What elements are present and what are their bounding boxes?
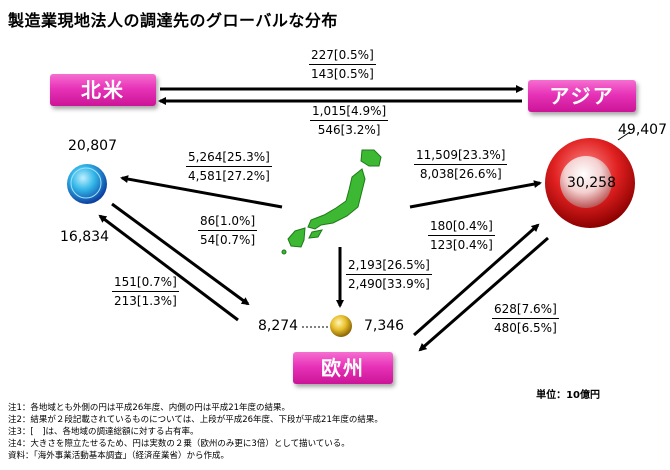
arrow-japan-to-asia: [409, 180, 542, 209]
unit-label: 単位：10億円: [536, 390, 600, 401]
flow-japan-to-na: 5,264[25.3%] 4,581[27.2%]: [186, 150, 272, 184]
na-circle-outer: [67, 164, 107, 204]
asia-value-2009: 30,258: [567, 175, 616, 191]
flow-value-2009: 2,490[33.9%]: [348, 277, 430, 291]
asia-leader: [617, 131, 631, 141]
japan-map-icon: [281, 149, 382, 255]
flow-value-2014: 227[0.5%]: [309, 48, 376, 65]
flow-value-2009: 54[0.7%]: [200, 233, 256, 247]
flow-value-2014: 11,509[23.3%]: [414, 148, 508, 165]
flow-value-2014: 86[1.0%]: [198, 214, 258, 231]
footnote-3: 注3：[ ]は、各地域の調達総額に対する占有率。: [8, 427, 199, 437]
flow-value-2009: 123[0.4%]: [430, 238, 493, 252]
arrow-na-to-europe: [111, 202, 250, 306]
flow-value-2014: 2,193[26.5%]: [346, 258, 432, 275]
flow-japan-to-europe: 2,193[26.5%] 2,490[33.9%]: [346, 258, 432, 292]
flow-value-2014: 5,264[25.3%]: [186, 150, 272, 167]
flow-value-2009: 480[6.5%]: [494, 321, 557, 335]
flow-value-2014: 628[7.6%]: [492, 302, 559, 319]
flow-value-2014: 1,015[4.9%]: [310, 104, 389, 121]
flow-value-2009: 8,038[26.6%]: [419, 167, 502, 181]
eu-value-2009: 7,346: [364, 318, 405, 334]
flow-value-2009: 4,581[27.2%]: [188, 169, 270, 183]
flow-value-2009: 546[3.2%]: [317, 123, 381, 137]
page-title: 製造業現地法人の調達先のグローバルな分布: [8, 11, 338, 30]
asia-circle-inner: [560, 156, 612, 208]
flow-europe-to-asia: 180[0.4%] 123[0.4%]: [428, 219, 495, 253]
flow-europe-to-na: 151[0.7%] 213[1.3%]: [112, 275, 179, 309]
flow-asia-to-europe: 628[7.6%] 480[6.5%]: [492, 302, 559, 336]
region-north-america: 北米: [50, 74, 156, 106]
region-asia: アジア: [528, 80, 636, 112]
asia-value-2014: 49,407: [618, 122, 667, 138]
flow-asia-to-na: 1,015[4.9%] 546[3.2%]: [310, 104, 389, 138]
flow-japan-to-asia: 11,509[23.3%] 8,038[26.6%]: [414, 148, 508, 182]
footnote-4: 注4：大きさを際立たせるため、円は実数の２乗（欧州のみ更に3倍）として描いている…: [8, 439, 350, 449]
arrow-asia-to-europe: [418, 236, 549, 352]
footnote-2: 注2：結果が２段記載されているものについては、上段が平成26年度、下段が平成21…: [8, 415, 383, 425]
arrow-europe-to-na: [98, 214, 239, 322]
na-value-2009: 16,834: [60, 229, 109, 245]
source-note: 資料：「海外事業活動基本調査」（経済産業省）から作成。: [8, 451, 230, 461]
na-circle-inner: [70, 167, 102, 199]
eu-circle-outer: [330, 315, 352, 337]
flow-na-to-europe: 86[1.0%] 54[0.7%]: [198, 214, 258, 248]
flow-value-2009: 213[1.3%]: [114, 294, 177, 308]
region-europe: 欧州: [293, 352, 393, 384]
flow-na-to-asia: 227[0.5%] 143[0.5%]: [309, 48, 376, 82]
flow-value-2009: 143[0.5%]: [311, 67, 374, 81]
arrow-japan-to-na: [120, 175, 283, 209]
na-value-2014: 20,807: [68, 138, 117, 154]
arrow-europe-to-asia: [413, 223, 540, 337]
flow-value-2014: 180[0.4%]: [428, 219, 495, 236]
eu-value-2014: 8,274: [258, 318, 299, 334]
footnote-1: 注1：各地域とも外側の円は平成26年度、内側の円は平成21年度の結果。: [8, 403, 291, 413]
flow-value-2014: 151[0.7%]: [112, 275, 179, 292]
